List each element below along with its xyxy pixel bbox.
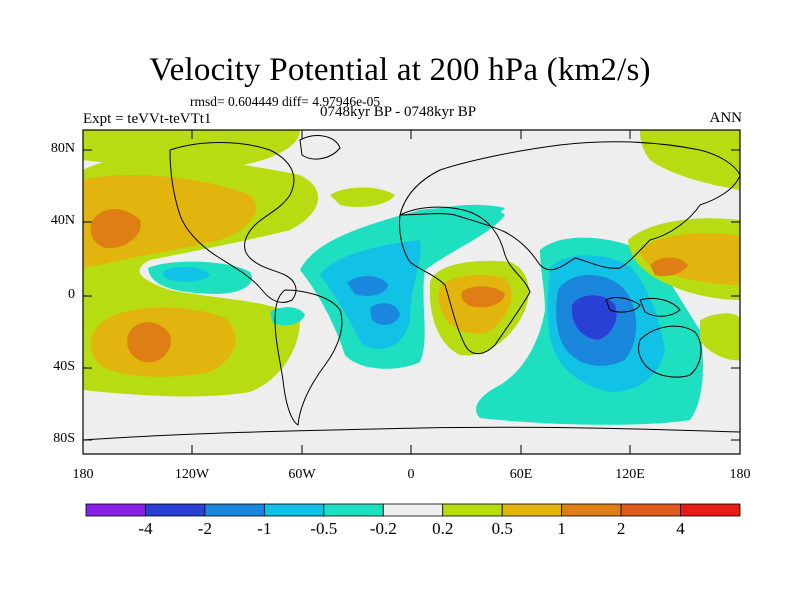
colorbar-box [145,503,206,517]
australia-coast [637,325,702,378]
lat-ticks [83,149,740,441]
colorbar-box [263,503,325,517]
season-label: ANN [709,110,743,126]
lat-label-eq: 0 [68,287,75,302]
contour-field [83,130,740,454]
lon-label-120w: 120W [174,467,210,482]
south-america-coast [274,289,343,426]
colorbar-box [680,503,741,517]
lat-label-40n: 40N [50,213,75,228]
lat-label-80n: 80N [50,141,75,156]
north-america-coast [169,142,297,303]
colorbar-box [442,503,503,517]
lat-label-40s: 40S [53,359,75,374]
new-guinea-coast [639,297,681,317]
indian-ocean-core [571,295,617,340]
south-pacific-core [127,322,171,363]
map-title: Velocity Potential at 200 hPa (km2/s) [149,52,651,88]
lon-label-180w: 180 [72,467,94,482]
lon-label-180e: 180 [729,467,751,482]
experiment-label: Expt = teVVt-teVTt1 [83,111,212,127]
west-pacific-core [650,257,688,277]
colorbar-label: 0.2 [432,519,454,538]
africa-coast [399,206,531,355]
lon-ticks [82,130,741,454]
colorbar-box [204,503,265,517]
lon-label-60e: 60E [509,467,533,482]
colorbar-label: -0.5 [310,519,338,538]
lon-label-120e: 120E [615,467,645,482]
colorbar-box [501,503,563,517]
colorbar-box [382,503,444,517]
coastlines [83,135,740,441]
arctic-positive-east [640,130,740,190]
borneo-coast [605,297,641,313]
colorbar-label: 2 [616,519,626,538]
north-pacific-high [83,175,256,268]
colorbar-box [323,503,384,517]
east-pacific-core [163,267,210,282]
lon-label-60w: 60W [288,467,316,482]
colorbar [85,503,741,517]
colorbar-box [561,503,622,517]
colorbar-box [620,503,681,517]
colorbar-label: 4 [676,519,685,538]
mediterranean-negative [420,204,505,228]
colorbar-box [85,503,146,517]
eurasia-coast [399,141,740,271]
colorbar-label: 0.5 [491,519,513,538]
south-west-pacific-positive [700,313,740,361]
antarctica-coast [83,426,740,441]
africa-positive-core [461,286,505,308]
colorbar-label: -4 [138,519,153,538]
period-label: 0748kyr BP - 0748kyr BP [320,104,477,120]
north-pacific-core [90,208,141,249]
southeast-pacific-blob [270,307,305,326]
lon-label-0: 0 [407,467,415,482]
colorbar-label: 1 [557,519,566,538]
arctic-positive-west [83,130,300,169]
south-atlantic-core [370,303,400,325]
greenland-coast [299,135,341,160]
colorbar-label: -1 [257,519,272,538]
atlantic-deep-core [347,276,388,296]
lat-label-80s: 80S [53,431,75,446]
colorbar-label: -0.2 [369,519,397,538]
colorbar-label: -2 [197,519,212,538]
europe-positive [330,187,395,207]
stats-text: rmsd= 0.604449 diff= 4.97946e-05 [190,94,381,109]
